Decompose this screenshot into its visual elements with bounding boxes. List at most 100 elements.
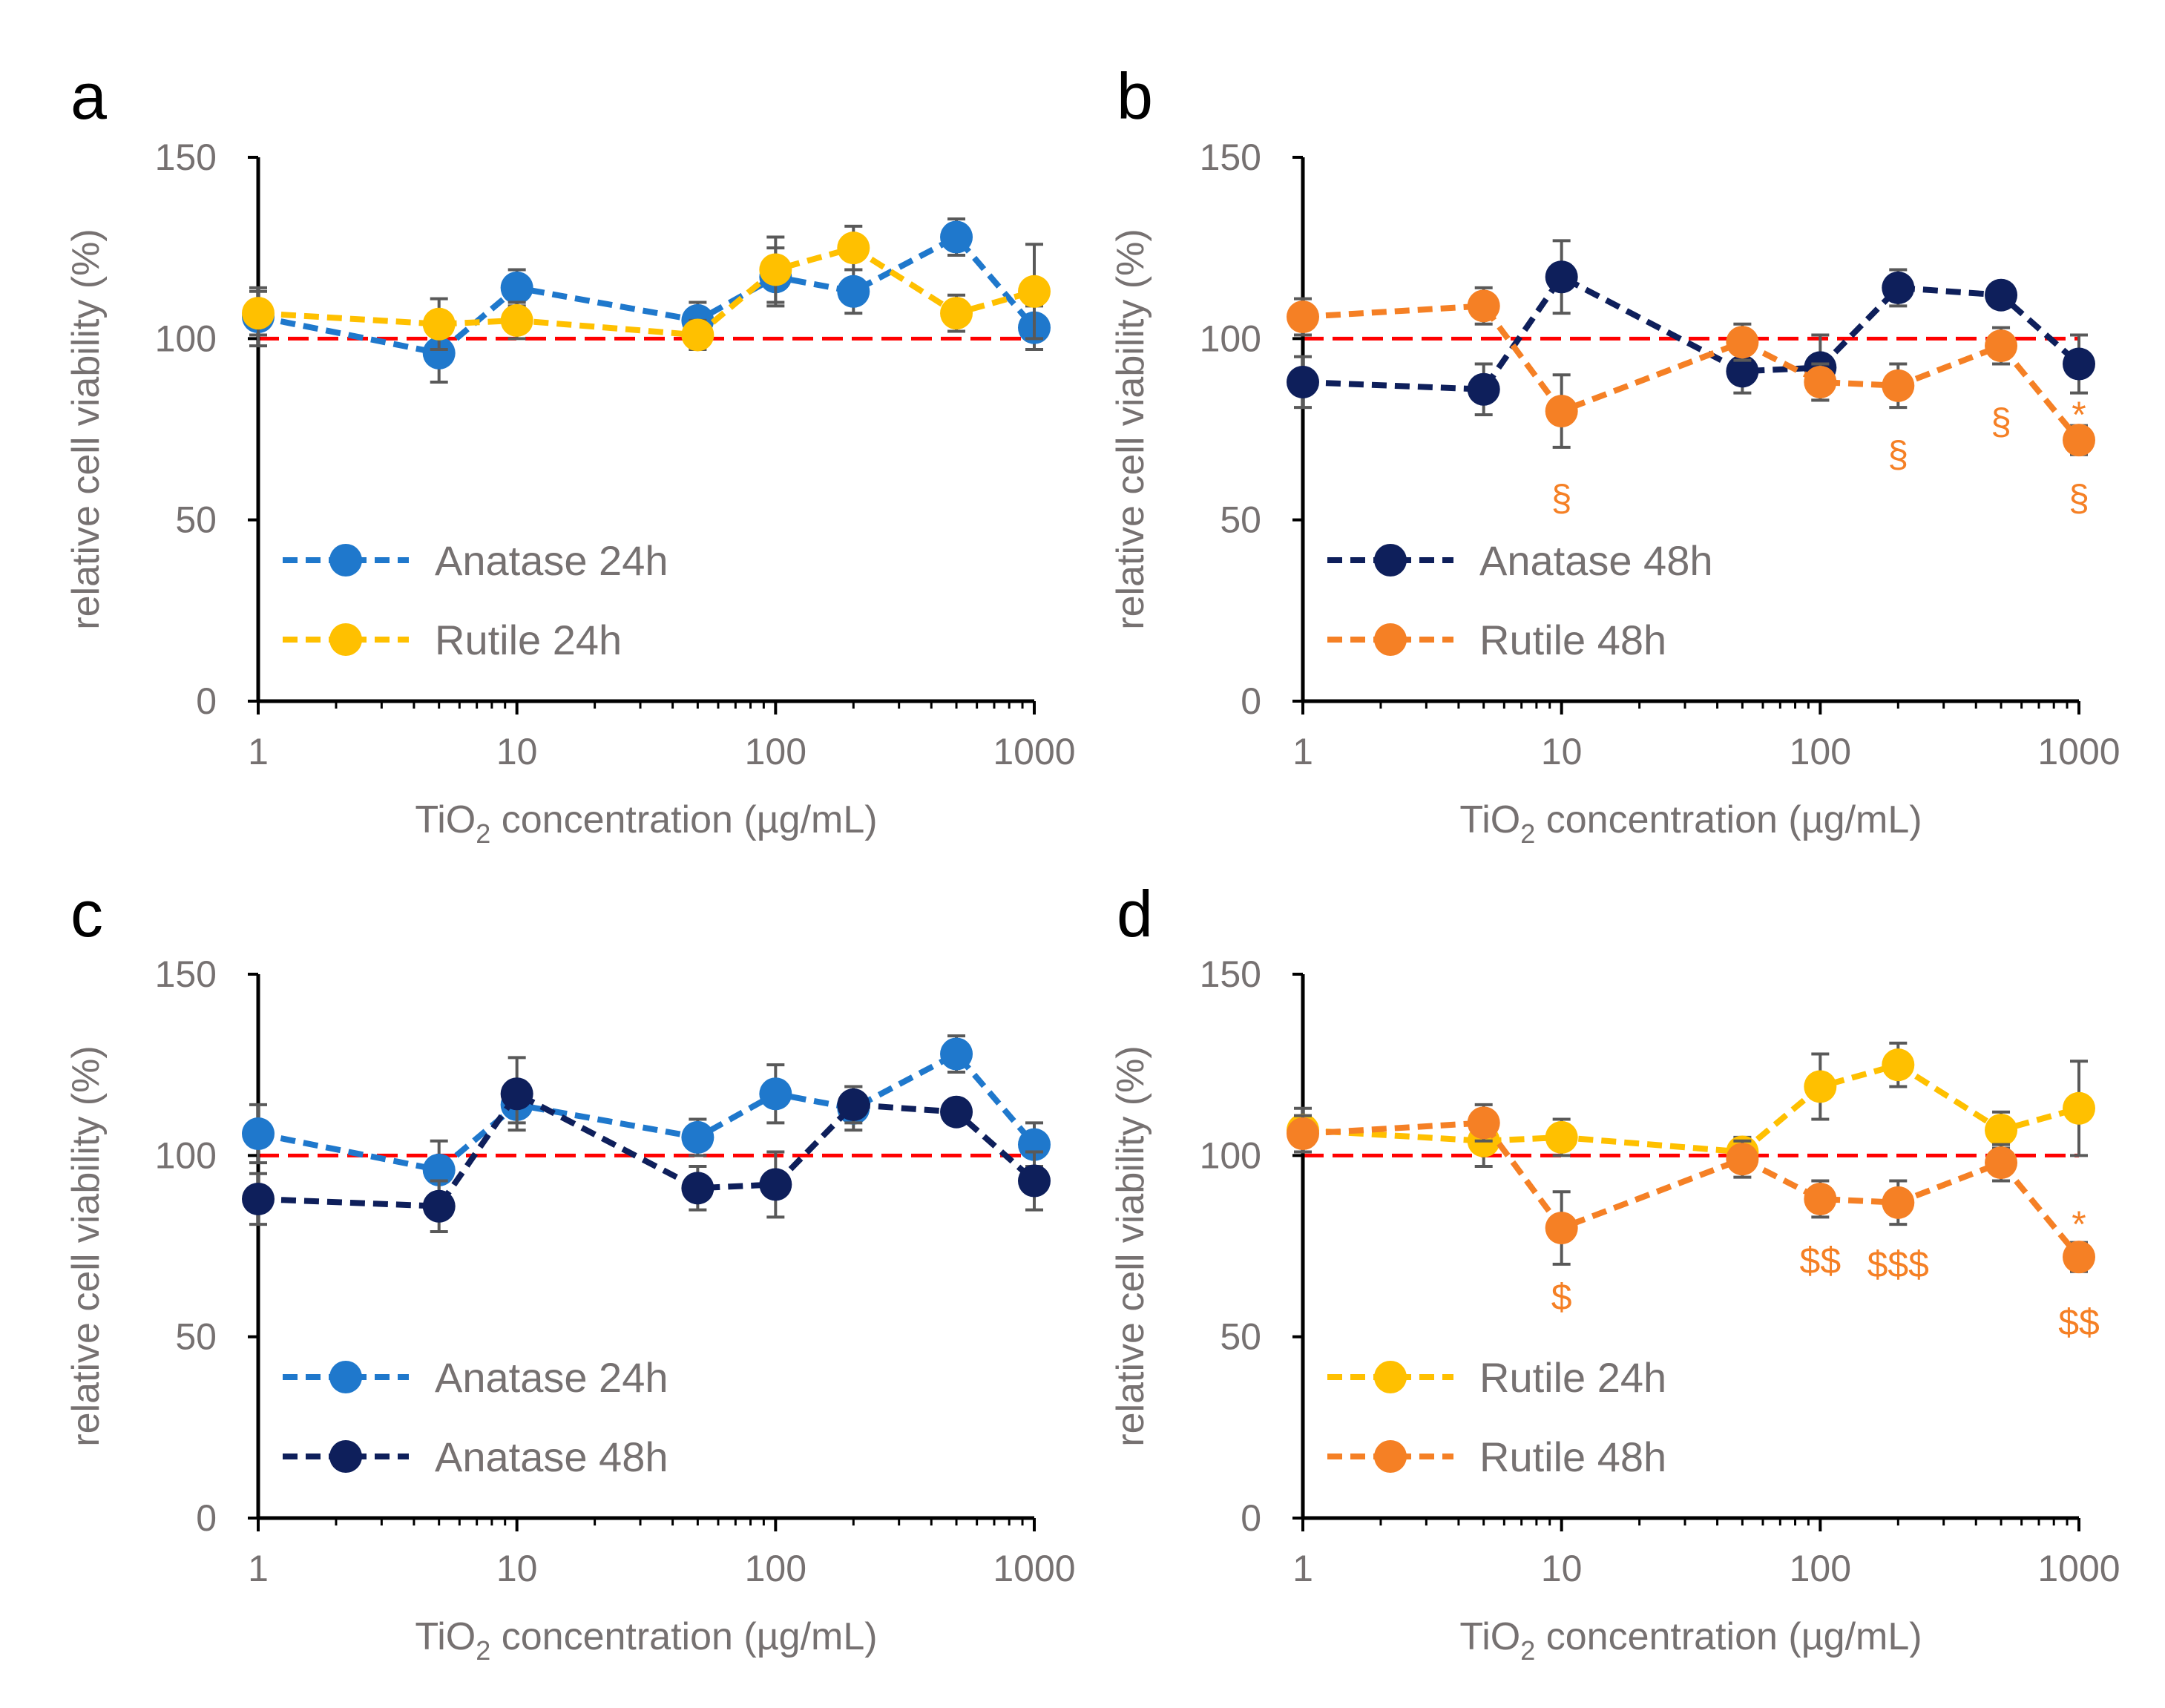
x-tick-label: 1000 [2037,731,2120,772]
data-point [1287,1117,1319,1151]
x-tick-label: 10 [496,731,538,772]
y-tick-label: 150 [155,953,217,995]
data-point [1467,1106,1500,1140]
x-tick-label: 1000 [2037,1548,2120,1589]
data-point [500,1077,533,1111]
x-axis-title-part: TiO [1459,798,1520,841]
data-point [759,1168,792,1201]
series-anatase-48h [1287,239,2095,416]
data-point [759,1077,792,1111]
panel-a: a 0 50 100 150 1 10 100 1000 TiO2 concentration … [65,59,1076,849]
data-point [1726,1143,1759,1176]
y-tick-label: 0 [196,680,217,722]
x-tick-label: 10 [1541,731,1583,772]
data-point [1882,271,1915,304]
y-tick-label: 100 [155,318,217,359]
legend-marker [329,1440,362,1473]
legend-entry: Rutile 24h [283,617,622,663]
data-point [1985,329,2018,363]
legend-entry: Rutile 24h [1327,1354,1666,1401]
data-point [422,307,456,341]
data-point [242,1182,275,1215]
legend-entry: Rutile 48h [1327,1433,1666,1480]
panel-letter: b [1117,59,1153,133]
x-axis-title-part: concentration (µg/mL) [1535,1615,1922,1658]
data-point [2063,1091,2095,1125]
panel-c: c 0 50 100 150 1 10 100 1000 TiO2 concentration … [65,877,1076,1666]
data-point [2063,1241,2095,1274]
y-tick-label: 50 [1220,1316,1261,1358]
data-point [242,297,275,330]
data-point [940,220,973,254]
legend-entry: Anatase 24h [283,1354,668,1401]
series-rutile-48h [1287,286,2095,457]
x-axis-title-subscript: 2 [476,818,490,849]
legend-label: Anatase 24h [435,537,668,584]
y-tick-label: 50 [175,499,217,541]
data-point [940,1037,973,1071]
x-tick-label: 100 [745,1548,806,1589]
data-point [1467,289,1500,323]
y-tick-label: 150 [155,137,217,178]
x-axis-title-part: concentration (µg/mL) [1535,798,1922,841]
x-axis-title: TiO2 concentration (µg/mL) [415,798,877,849]
data-point [837,1088,870,1121]
series-rutile-48h [1287,1103,2095,1274]
legend-marker [1374,1440,1407,1473]
data-point [1726,355,1759,388]
x-tick-label: 1 [248,1548,269,1589]
x-tick-label: 100 [1790,1548,1851,1589]
x-axis-title-part: concentration (µg/mL) [490,798,877,841]
data-point [1018,275,1051,308]
x-axis-title-part: TiO [415,798,476,841]
panel-d: d 0 50 100 150 1 10 100 1000 TiO2 concentration … [1109,877,2120,1666]
significance-annotation: § [1991,401,2011,443]
x-tick-label: 1000 [993,731,1075,772]
x-tick-label: 1 [1292,731,1313,772]
x-tick-label: 100 [745,731,806,772]
series-line [257,1091,1036,1209]
y-tick-label: 0 [1241,1497,1261,1539]
significance-annotation: $$$ [1867,1244,1929,1285]
legend-label: Anatase 24h [435,1354,668,1401]
x-axis-title: TiO2 concentration (µg/mL) [415,1615,877,1666]
legend-label: Rutile 48h [1479,1433,1666,1480]
data-point [1882,1048,1915,1082]
y-tick-label: 50 [1220,499,1261,541]
legend-label: Rutile 24h [435,617,622,663]
legend-label: Rutile 48h [1479,617,1666,663]
panel-b: b 0 50 100 150 1 10 100 1000 TiO2 concentration … [1109,59,2120,849]
data-point [1804,365,1837,398]
legend-entry: Anatase 48h [1327,537,1712,584]
data-point [1545,260,1578,294]
legend-entry: Rutile 48h [1327,617,1666,663]
panel-letter: a [70,59,107,133]
y-axis-title: relative cell viability (%) [1109,1045,1152,1446]
data-point [2063,424,2095,457]
x-axis-title-subscript: 2 [1520,1635,1535,1666]
x-tick-label: 100 [1790,731,1851,772]
data-point [837,231,870,265]
x-tick-label: 1000 [993,1548,1075,1589]
x-axis-title: TiO2 concentration (µg/mL) [1459,798,1922,849]
y-axis-title: relative cell viability (%) [65,1045,108,1446]
data-point [759,253,792,286]
data-point [1882,369,1915,402]
data-point [1287,300,1319,334]
legend-label: Rutile 24h [1479,1354,1666,1401]
data-point [1804,1182,1837,1215]
data-point [422,1153,456,1186]
y-tick-label: 0 [196,1497,217,1539]
data-point [500,271,533,304]
data-point [1545,1120,1578,1154]
x-axis-title: TiO2 concentration (µg/mL) [1459,1615,1922,1666]
legend-marker [329,544,362,577]
y-tick-label: 0 [1241,680,1261,722]
data-point [2063,347,2095,381]
series-line [257,1051,1037,1173]
x-tick-label: 1 [1292,1548,1313,1589]
y-tick-label: 100 [1200,318,1261,359]
y-axis-title: relative cell viability (%) [65,229,108,629]
y-tick-label: 50 [175,1316,217,1358]
